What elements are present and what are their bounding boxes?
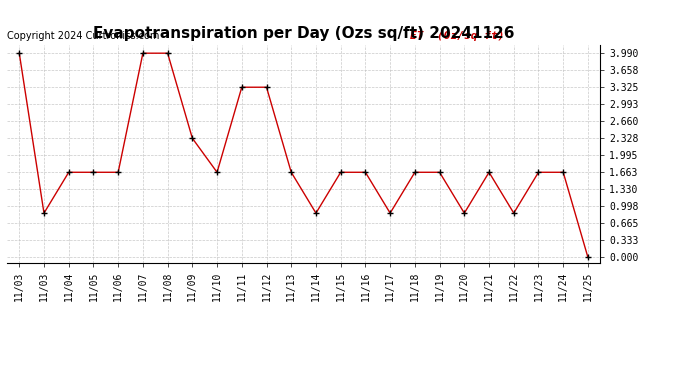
Title: Evapotranspiration per Day (Ozs sq/ft) 20241126: Evapotranspiration per Day (Ozs sq/ft) 2… [93,26,514,41]
Text: ET  (Oz/sq ft): ET (Oz/sq ft) [411,31,505,40]
Text: Copyright 2024 Curtronics.com: Copyright 2024 Curtronics.com [7,31,159,40]
